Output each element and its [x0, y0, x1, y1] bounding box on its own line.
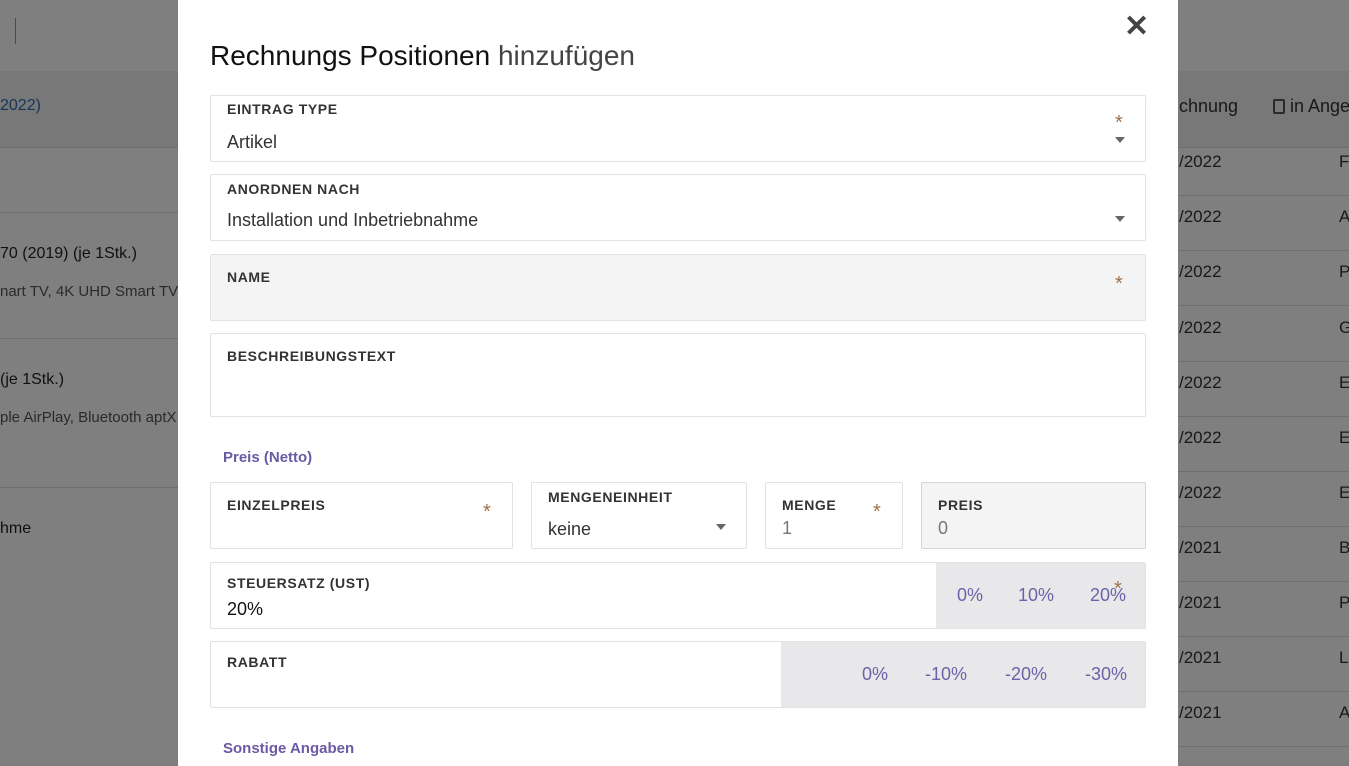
chevron-down-icon: [1115, 216, 1125, 222]
discount-option-20[interactable]: -20%: [1004, 664, 1048, 684]
total-price-label: PREIS: [938, 497, 984, 513]
other-section-heading: Sonstige Angaben: [223, 740, 355, 757]
tax-rate-value: 20%: [227, 599, 264, 619]
description-label: BESCHREIBUNGSTEXT: [227, 348, 396, 364]
tax-rate-quick-options: 0% 10% 20%: [936, 563, 1145, 628]
tax-rate-label: STEUERSATZ (UST): [227, 575, 371, 591]
required-marker: *: [1114, 578, 1122, 600]
discount-option-30[interactable]: -30%: [1084, 664, 1128, 684]
total-price-field: PREIS 0: [921, 482, 1146, 549]
arrange-after-select[interactable]: ANORDNEN NACH Installation und Inbetrieb…: [210, 174, 1146, 241]
required-marker: *: [1115, 273, 1123, 295]
chevron-down-icon: [716, 524, 726, 530]
close-icon[interactable]: ✕: [1124, 10, 1150, 43]
quantity-input[interactable]: MENGE 1 *: [765, 482, 903, 549]
unit-select[interactable]: MENGENEINHEIT keine: [531, 482, 747, 549]
tax-option-0[interactable]: 0%: [956, 585, 983, 605]
required-marker: *: [1115, 112, 1123, 134]
unit-price-input[interactable]: EINZELPREIS *: [210, 482, 513, 549]
name-input[interactable]: NAME *: [210, 254, 1146, 321]
entry-type-value: Artikel: [227, 132, 278, 152]
arrange-after-value: Installation und Inbetriebnahme: [227, 210, 479, 230]
discount-option-0[interactable]: 0%: [861, 664, 888, 684]
unit-price-label: EINZELPREIS: [227, 497, 326, 513]
unit-label: MENGENEINHEIT: [548, 489, 673, 505]
quantity-label: MENGE: [782, 497, 837, 513]
unit-value: keine: [548, 519, 592, 539]
tax-option-10[interactable]: 10%: [1017, 585, 1055, 605]
modal-title: Rechnungs Positionen hinzufügen: [210, 40, 635, 71]
required-marker: *: [873, 501, 881, 523]
discount-label: RABATT: [227, 654, 288, 670]
discount-option-10[interactable]: -10%: [924, 664, 968, 684]
description-textarea[interactable]: BESCHREIBUNGSTEXT: [210, 333, 1146, 417]
name-label: NAME: [227, 269, 271, 285]
entry-type-select[interactable]: EINTRAG TYPE Artikel *: [210, 95, 1146, 162]
chevron-down-icon: [1115, 137, 1125, 143]
tax-option-20[interactable]: 20%: [1089, 585, 1127, 605]
arrange-after-label: ANORDNEN NACH: [227, 181, 361, 197]
required-marker: *: [483, 501, 491, 523]
price-section-heading: Preis (Netto): [223, 449, 313, 466]
entry-type-label: EINTRAG TYPE: [227, 101, 338, 117]
quantity-value: 1: [782, 518, 793, 538]
total-price-value: 0: [938, 518, 949, 538]
discount-quick-options: 0% -10% -20% -30%: [781, 642, 1145, 707]
